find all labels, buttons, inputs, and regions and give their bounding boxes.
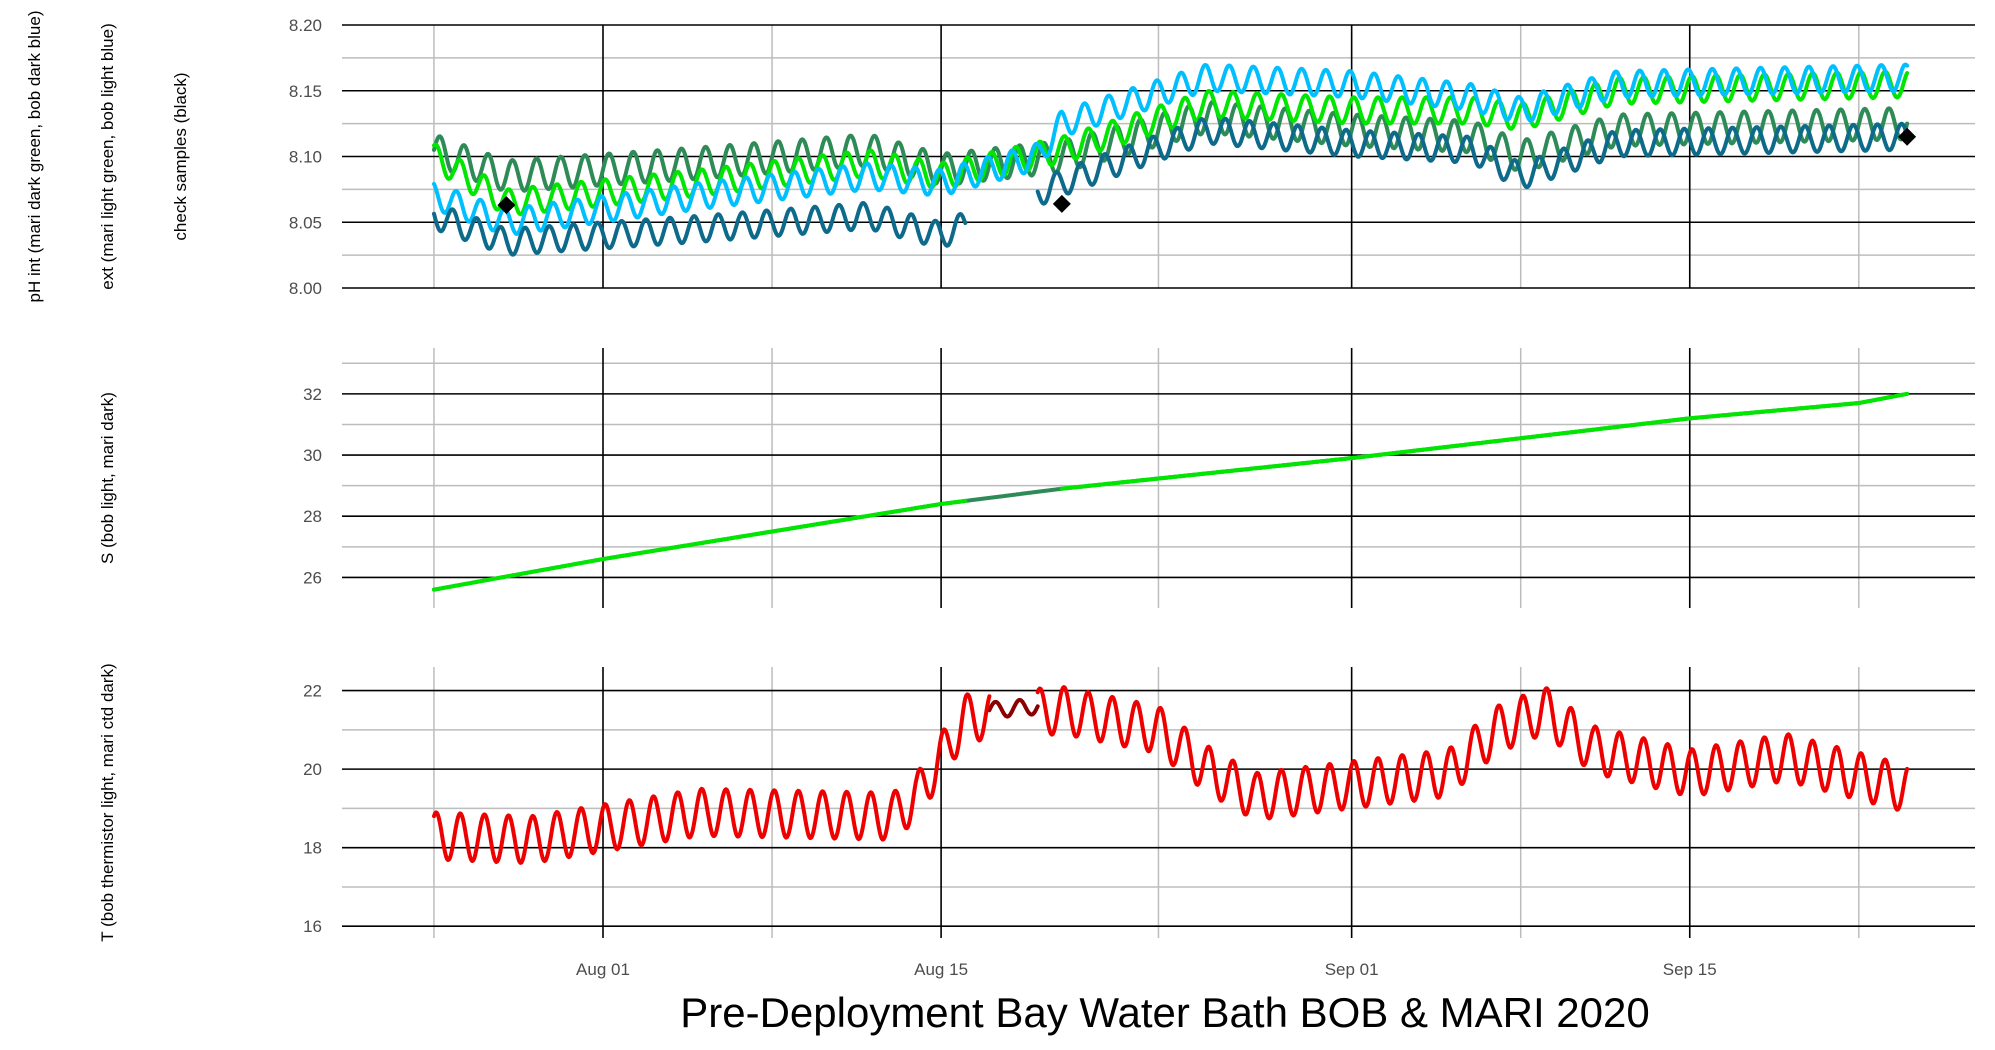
series-line [432, 69, 1910, 217]
y-tick-label: 30 [303, 446, 322, 465]
series-line [432, 391, 1910, 592]
y-tick-label: 26 [303, 568, 322, 587]
y-tick-label: 8.20 [289, 16, 322, 35]
series-line [432, 685, 1910, 865]
y-axis-label: S (bob light, mari dark) [98, 392, 117, 564]
x-tick-label: Aug 01 [576, 960, 630, 979]
series-line [432, 391, 1910, 592]
axis-labels: pH int (mari dark green, bob dark blue) e… [25, 11, 190, 942]
data-series [432, 62, 1917, 865]
y-tick-label: 8.15 [289, 82, 322, 101]
y-tick-label: 20 [303, 760, 322, 779]
x-tick-label: Sep 01 [1325, 960, 1379, 979]
y-axis-label: pH int (mari dark green, bob dark blue) [25, 11, 44, 303]
y-tick-label: 22 [303, 682, 322, 701]
series-line [432, 116, 1910, 257]
y-tick-label: 18 [303, 839, 322, 858]
y-tick-label: 32 [303, 385, 322, 404]
y-tick-label: 16 [303, 917, 322, 936]
y-tick-label: 8.05 [289, 213, 322, 232]
y-tick-label: 8.00 [289, 279, 322, 298]
grid-lines [342, 24, 1975, 938]
y-axis-label: ext (mari light green, bob light blue) [98, 23, 117, 289]
y-tick-label: 8.10 [289, 148, 322, 167]
series-line [987, 697, 1040, 719]
chart-title: Pre-Deployment Bay Water Bath BOB & MARI… [680, 989, 1650, 1036]
check-sample-point [1052, 194, 1071, 213]
tick-labels: 8.00 8.05 8.10 8.15 8.20 26 28 30 32 16 18 20 22 Aug … [289, 16, 1717, 979]
x-tick-label: Aug 15 [914, 960, 968, 979]
y-tick-label: 28 [303, 507, 322, 526]
y-axis-label: check samples (black) [171, 72, 190, 240]
y-axis-label: T (bob thermistor light, mari ctd dark) [98, 663, 117, 941]
series-line [432, 62, 1910, 236]
x-tick-label: Sep 15 [1663, 960, 1717, 979]
check-sample-point [497, 196, 516, 215]
check-sample-point [1898, 127, 1917, 146]
